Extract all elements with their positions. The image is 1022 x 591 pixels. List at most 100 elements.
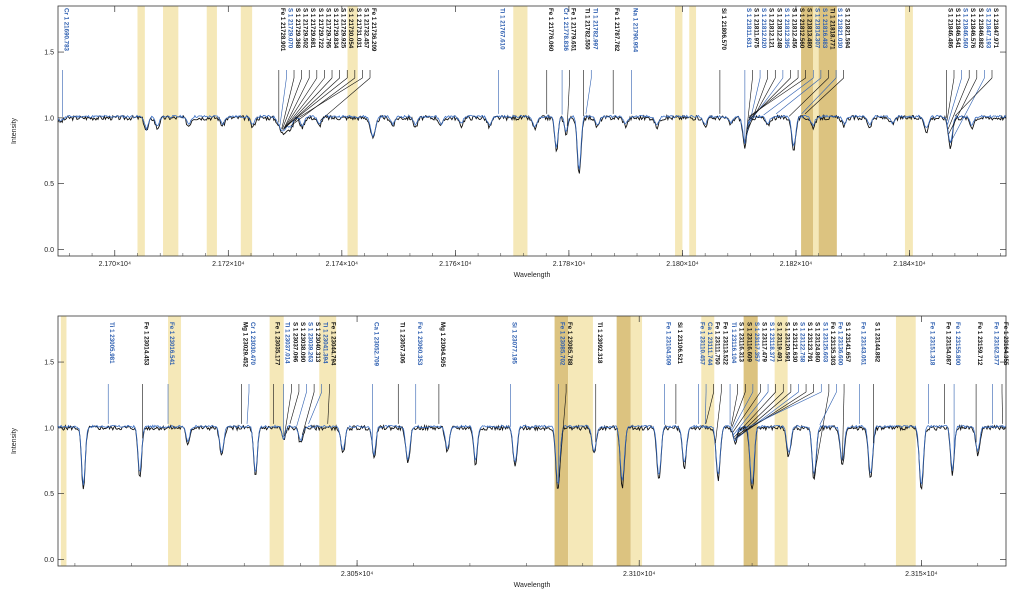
shaded-band bbox=[675, 6, 683, 256]
x-tick-label: 2.178×10⁴ bbox=[553, 261, 585, 268]
x-tick-label: 2.315×10⁴ bbox=[905, 571, 937, 578]
line-id-label: Ti 1 21767.610 bbox=[499, 8, 506, 50]
line-id-label: S 1 21812.395 bbox=[783, 8, 790, 49]
line-id-label: S 1 21812.020 bbox=[760, 8, 767, 49]
line-annotations: Ti 1 23005.981 Fe 1 23014.453 Fe 1 23016.5… bbox=[107, 322, 1009, 485]
line-id-label: S 1 23037.096 bbox=[291, 322, 298, 363]
annotation-leader bbox=[704, 391, 707, 424]
y-tick-label: 0.0 bbox=[44, 557, 54, 564]
annotation-leader bbox=[281, 77, 302, 130]
annotation-leader bbox=[950, 77, 985, 143]
line-id-label: S 1 21732.457 bbox=[362, 8, 369, 49]
y-tick-label: 0.0 bbox=[44, 247, 54, 254]
line-id-label: Fe 1 23111.750 bbox=[714, 322, 721, 365]
line-id-label: Fe 1 23154.087 bbox=[944, 322, 951, 366]
annotation-leader bbox=[819, 391, 837, 425]
annotation-leader bbox=[289, 391, 300, 424]
line-id-label: S 1 23124.860 bbox=[814, 322, 821, 363]
line-id-label: S 1 21847.193 bbox=[984, 8, 991, 49]
shaded-band bbox=[319, 316, 337, 566]
y-tick-label: 0.5 bbox=[44, 181, 54, 188]
line-id-label: S 1 21821.594 bbox=[844, 8, 851, 49]
line-id-label: S 1 23116.313 bbox=[738, 322, 745, 362]
y-tick-label: 1.5 bbox=[44, 360, 54, 367]
line-id-label: Ti 1 21782.997 bbox=[591, 8, 598, 50]
line-id-label: Fe 1 23135.303 bbox=[829, 322, 836, 366]
line-id-label: Fe 1 23085.788 bbox=[566, 322, 573, 366]
annotation-leader bbox=[732, 391, 754, 430]
x-tick-label: 2.310×10⁴ bbox=[623, 571, 655, 578]
line-id-label: S 1 21731.031 bbox=[355, 8, 362, 49]
shaded-band bbox=[568, 316, 593, 566]
line-id-label: S 1 21812.248 bbox=[775, 8, 782, 49]
y-tick-label: 1.0 bbox=[44, 425, 54, 432]
line-id-label: Fe 1 23113.522 bbox=[721, 322, 728, 366]
spectrum-series bbox=[57, 113, 1007, 174]
line-id-label: S 1 23121.630 bbox=[791, 322, 798, 363]
x-axis-label: Wavelength bbox=[514, 272, 551, 279]
y-tick-label: 0.5 bbox=[44, 491, 54, 498]
line-id-label: Fe 1 23110.457 bbox=[698, 322, 705, 366]
annotation-leader bbox=[731, 391, 746, 428]
line-id-label: Fe 1 23085.702 bbox=[559, 322, 566, 366]
x-tick-label: 2.176×10⁴ bbox=[439, 261, 471, 268]
plot-frame bbox=[57, 315, 1007, 567]
shaded-band bbox=[347, 6, 358, 256]
observed-spectrum-line bbox=[57, 113, 1007, 174]
shaded-band bbox=[616, 316, 631, 566]
line-id-label: S 1 21729.722 bbox=[317, 8, 324, 49]
line-id-label: S 1 21729.795 bbox=[324, 8, 331, 49]
line-id-label: Fe 1 23060.353 bbox=[416, 322, 423, 366]
annotation-leader bbox=[283, 77, 325, 130]
line-id-label: S 1 21846.560 bbox=[962, 8, 969, 49]
line-id-label: Fe 1 23104.509 bbox=[665, 322, 672, 366]
shaded-band bbox=[240, 6, 253, 256]
annotation-leader bbox=[283, 77, 318, 130]
line-id-label: S 1 21846.541 bbox=[954, 8, 961, 49]
line-id-label: Na 1 21790.954 bbox=[631, 8, 638, 53]
line-id-label: S 1 23118.377 bbox=[768, 322, 775, 362]
x-tick-label: 2.174×10⁴ bbox=[326, 261, 358, 268]
annotation-leader bbox=[947, 77, 962, 125]
shaded-band bbox=[895, 316, 916, 566]
line-id-label: Fe 1 21787.782 bbox=[613, 8, 620, 52]
annotation-leader bbox=[746, 77, 776, 130]
shaded-band bbox=[206, 6, 217, 256]
line-id-label: S 1 21846.576 bbox=[969, 8, 976, 49]
line-id-label: S 1 23125.603 bbox=[821, 322, 828, 363]
annotation-leader bbox=[1001, 391, 1003, 424]
shaded-band bbox=[801, 6, 813, 256]
line-id-label: Fe 1 23044.794 bbox=[329, 322, 336, 366]
line-id-label: Fe 1 23164.355 bbox=[1002, 322, 1009, 366]
annotation-leader bbox=[566, 77, 570, 127]
line-id-label: S 1 23120.591 bbox=[783, 322, 790, 363]
bottom-spectrum-panel: 2.305×10⁴ 2.310×10⁴ 2.315×10⁴ 0.0 0.5 1.0 1.5 W… bbox=[11, 315, 1009, 589]
shaded-band bbox=[269, 316, 284, 566]
line-id-label: S 1 23123.791 bbox=[806, 322, 813, 363]
annotation-leader bbox=[558, 391, 567, 478]
annotation-leader bbox=[734, 391, 784, 440]
shaded-band bbox=[60, 316, 67, 566]
line-id-label: Ca 1 23111.744 bbox=[706, 322, 713, 366]
annotation-leader bbox=[296, 391, 307, 427]
x-axis: 2.170×10⁴ 2.172×10⁴ 2.174×10⁴ 2.176×10⁴ 2.17… bbox=[69, 6, 1001, 268]
y-axis: 0.0 0.5 1.0 1.5 bbox=[44, 360, 1006, 564]
annotation-leader bbox=[745, 77, 753, 142]
line-id-label: S 1 21811.631 bbox=[745, 8, 752, 48]
line-id-label: Fe 1 23035.177 bbox=[274, 322, 281, 366]
shaded-band bbox=[168, 316, 182, 566]
x-axis-label: Wavelength bbox=[514, 582, 551, 589]
annotation-leader bbox=[804, 77, 844, 115]
line-id-label: Si 1 23077.195 bbox=[511, 322, 518, 365]
annotation-leader bbox=[745, 77, 761, 139]
annotation-leader bbox=[947, 77, 970, 130]
line-id-label: Fe 1 23014.453 bbox=[143, 322, 150, 366]
line-id-label: S 1 21729.681 bbox=[309, 8, 316, 49]
line-id-label: S 1 21813.480 bbox=[806, 8, 813, 49]
line-id-label: S 1 21814.307 bbox=[813, 8, 820, 49]
annotation-leader bbox=[281, 77, 295, 129]
line-id-label: Ti 1 23057.306 bbox=[398, 322, 405, 364]
x-tick-label: 2.305×10⁴ bbox=[341, 571, 373, 578]
line-id-label: S 1 23117.357 bbox=[753, 322, 760, 362]
line-id-label: Fe 1 21728.901 bbox=[279, 8, 286, 52]
